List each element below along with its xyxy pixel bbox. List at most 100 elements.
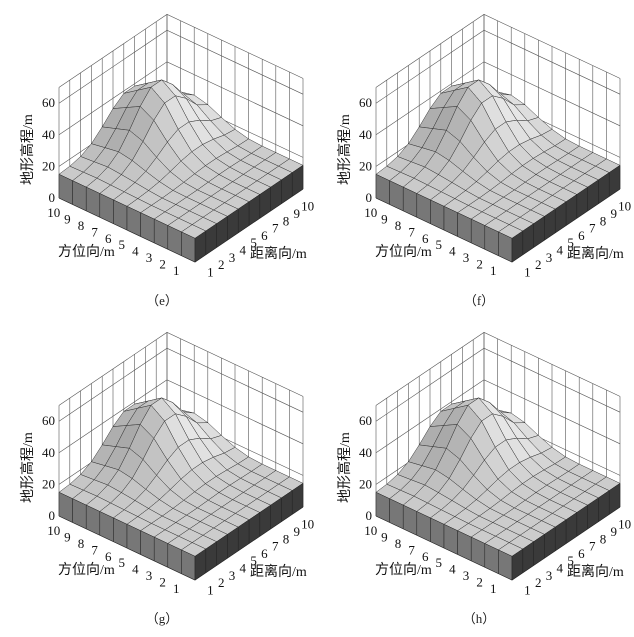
- y-axis-label: 距离向/m: [567, 245, 624, 262]
- x-tick-label: 3: [463, 250, 470, 265]
- panel-caption: （g）: [145, 611, 179, 626]
- x-tick-label: 6: [422, 231, 429, 246]
- front-columns: [375, 482, 621, 581]
- z-tick-label: 40: [42, 445, 55, 460]
- y-tick-label: 5: [567, 553, 574, 568]
- column-face: [511, 548, 524, 581]
- x-tick-label: 4: [449, 562, 456, 577]
- z-tick-label: 40: [359, 445, 372, 460]
- x-tick-label: 4: [449, 244, 456, 259]
- gridline: [375, 29, 621, 104]
- y-tick-label: 7: [272, 221, 279, 236]
- x-tick-label: 6: [422, 549, 429, 564]
- x-tick-label: 2: [476, 256, 483, 271]
- y-tick-label: 1: [207, 582, 214, 597]
- y-tick-label: 2: [535, 575, 542, 590]
- y-tick-label: 7: [272, 539, 279, 554]
- gridline: [375, 347, 621, 422]
- x-tick-label: 2: [159, 574, 166, 589]
- x-tick-label: 4: [132, 562, 139, 577]
- x-axis-label: 方位向/m: [375, 244, 432, 260]
- y-tick-label: 9: [294, 206, 301, 221]
- y-tick-label: 1: [524, 264, 531, 279]
- x-tick-label: 3: [463, 568, 470, 583]
- gridline: [58, 14, 304, 88]
- z-tick-label: 0: [49, 508, 56, 523]
- y-tick-label: 10: [618, 517, 631, 532]
- y-tick-label: 10: [618, 199, 631, 214]
- x-tick-label: 5: [436, 237, 443, 252]
- y-tick-label: 3: [229, 568, 236, 583]
- x-tick-label: 1: [490, 581, 497, 596]
- x-tick-label: 2: [159, 256, 166, 271]
- z-tick-label: 40: [42, 127, 55, 142]
- x-tick-label: 1: [173, 581, 180, 596]
- z-tick-label: 20: [42, 476, 55, 491]
- gridline: [58, 332, 304, 406]
- x-tick-label: 8: [78, 536, 85, 551]
- y-tick-label: 8: [283, 213, 290, 228]
- x-tick-label: 6: [105, 231, 112, 246]
- column-face: [194, 548, 207, 581]
- x-tick-label: 3: [146, 568, 153, 583]
- y-tick-label: 9: [611, 206, 618, 221]
- front-columns: [375, 164, 621, 263]
- x-tick-label: 2: [476, 574, 483, 589]
- y-tick-label: 3: [546, 568, 553, 583]
- x-tick-label: 8: [395, 218, 402, 233]
- z-tick-label: 20: [359, 476, 372, 491]
- front-columns: [58, 482, 304, 581]
- y-tick-label: 4: [240, 242, 247, 257]
- x-tick-label: 5: [119, 555, 126, 570]
- x-axis-label: 方位向/m: [58, 562, 115, 578]
- gridline: [58, 347, 304, 422]
- x-tick-label: 4: [132, 244, 139, 259]
- x-tick-label: 10: [364, 523, 377, 538]
- y-tick-label: 4: [240, 560, 247, 575]
- x-tick-label: 9: [381, 212, 388, 227]
- y-tick-label: 6: [261, 228, 268, 243]
- surface: [58, 397, 304, 557]
- x-tick-label: 9: [381, 530, 388, 545]
- x-tick-label: 10: [47, 523, 60, 538]
- x-tick-label: 6: [105, 549, 112, 564]
- z-tick-label: 0: [49, 190, 56, 205]
- panel-caption: （f）: [463, 293, 495, 308]
- x-tick-label: 10: [47, 205, 60, 220]
- y-tick-label: 3: [546, 250, 553, 265]
- z-tick-label: 60: [42, 95, 55, 110]
- y-axis-label: 距离向/m: [250, 563, 307, 580]
- x-tick-label: 7: [91, 542, 98, 557]
- z-tick-label: 60: [42, 413, 55, 428]
- y-tick-label: 2: [535, 257, 542, 272]
- z-tick-label: 0: [366, 190, 373, 205]
- x-tick-label: 1: [173, 263, 180, 278]
- y-tick-label: 4: [557, 242, 564, 257]
- y-tick-label: 9: [294, 524, 301, 539]
- chart-panel: 1 2 3 4 5 6 7 8 9 10 1 2 3 4 5 6 7 8 9 10 0 20 40 60 方位向/m 距离向/m 地…: [0, 0, 317, 318]
- z-tick-label: 40: [359, 127, 372, 142]
- y-tick-label: 5: [250, 553, 257, 568]
- y-tick-label: 1: [207, 264, 214, 279]
- panel-caption: （h）: [462, 611, 496, 626]
- y-tick-label: 5: [250, 235, 257, 250]
- panel-caption: （e）: [146, 293, 178, 308]
- y-tick-label: 2: [218, 575, 225, 590]
- column-face: [194, 230, 207, 263]
- y-tick-label: 6: [578, 546, 585, 561]
- x-tick-label: 9: [64, 212, 71, 227]
- x-tick-label: 10: [364, 205, 377, 220]
- y-tick-label: 5: [567, 235, 574, 250]
- x-tick-label: 5: [436, 555, 443, 570]
- y-tick-label: 6: [578, 228, 585, 243]
- x-tick-label: 7: [91, 224, 98, 239]
- x-tick-label: 7: [408, 542, 415, 557]
- front-columns: [58, 164, 304, 263]
- z-tick-label: 60: [359, 95, 372, 110]
- y-tick-label: 10: [301, 199, 314, 214]
- x-tick-label: 8: [78, 218, 85, 233]
- z-tick-label: 20: [359, 158, 372, 173]
- gridline: [375, 61, 621, 136]
